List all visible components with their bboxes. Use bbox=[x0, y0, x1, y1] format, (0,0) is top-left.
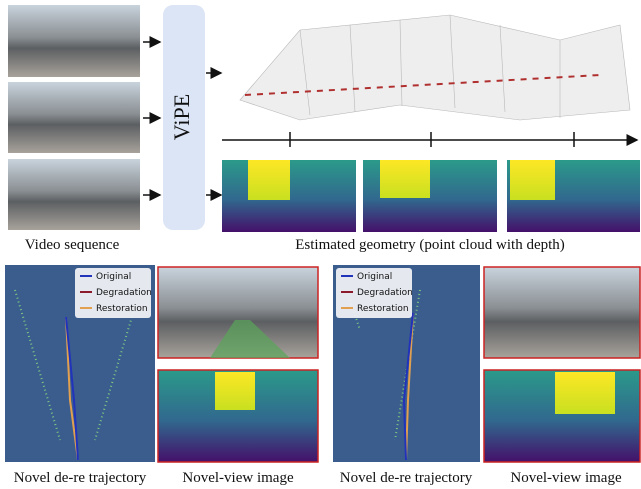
legend-entry: Original bbox=[357, 272, 392, 282]
novel-view bbox=[484, 267, 640, 358]
video-frame bbox=[8, 5, 140, 77]
decoration bbox=[240, 15, 630, 120]
caption: Estimated geometry (point cloud with dep… bbox=[295, 237, 565, 253]
legend-entry: Degradation bbox=[96, 288, 152, 298]
video-frame bbox=[8, 159, 140, 230]
figure: Video sequence ViPE Estimated geometry (… bbox=[0, 0, 641, 489]
caption: Novel-view image bbox=[182, 470, 294, 486]
caption: Video sequence bbox=[25, 237, 120, 253]
decoration bbox=[510, 160, 555, 200]
caption: Novel de-re trajectory bbox=[340, 470, 473, 486]
decoration bbox=[248, 160, 290, 200]
caption: Novel-view image bbox=[510, 470, 622, 486]
video-frame bbox=[8, 82, 140, 153]
legend-entry: Restoration bbox=[357, 304, 409, 314]
decoration bbox=[380, 160, 430, 198]
point-cloud bbox=[240, 15, 630, 120]
method-label: ViPE bbox=[169, 94, 194, 140]
caption: Novel de-re trajectory bbox=[14, 470, 147, 486]
decoration bbox=[215, 372, 255, 410]
decoration bbox=[555, 372, 615, 414]
legend-entry: Original bbox=[96, 272, 131, 282]
legend-entry: Restoration bbox=[96, 304, 148, 314]
legend-entry: Degradation bbox=[357, 288, 413, 298]
